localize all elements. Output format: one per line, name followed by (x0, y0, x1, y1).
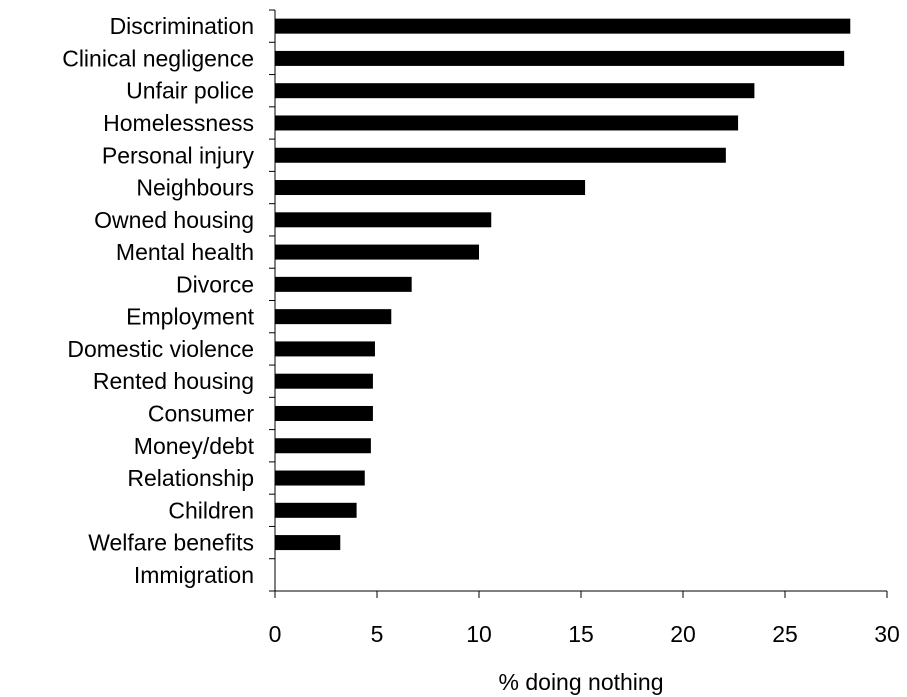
category-label: Children (168, 497, 254, 523)
x-tick-label: 25 (772, 621, 798, 647)
bar-16 (275, 535, 341, 551)
category-label: Discrimination (110, 13, 254, 39)
category-label: Consumer (148, 400, 254, 426)
bar-13 (275, 438, 371, 454)
x-tick-label: 15 (568, 621, 594, 647)
category-label: Rented housing (93, 368, 254, 394)
bar-3 (275, 115, 739, 131)
bar-6 (275, 212, 492, 228)
category-label: Domestic violence (67, 336, 254, 362)
x-axis-ticks (274, 591, 888, 598)
x-axis-title: % doing nothing (499, 669, 664, 695)
category-label: Money/debt (134, 433, 255, 459)
bar-9 (275, 309, 392, 325)
bar-15 (275, 502, 357, 518)
category-label: Divorce (176, 271, 254, 297)
category-label: Homelessness (103, 110, 254, 136)
x-tick-label: 5 (371, 621, 384, 647)
category-label: Clinical negligence (62, 45, 254, 71)
bars-group (275, 18, 851, 551)
category-label: Employment (126, 304, 254, 330)
bar-8 (275, 276, 412, 292)
bar-10 (275, 341, 375, 357)
bar-0 (275, 18, 851, 34)
x-tick-label: 10 (466, 621, 492, 647)
bar-14 (275, 470, 365, 486)
bar-7 (275, 244, 479, 260)
category-label: Neighbours (136, 175, 254, 201)
category-label: Unfair police (126, 78, 254, 104)
bar-4 (275, 147, 726, 163)
bar-5 (275, 180, 586, 196)
category-label: Immigration (134, 562, 254, 588)
x-tick-label: 20 (670, 621, 696, 647)
category-label: Mental health (116, 239, 254, 265)
bar-12 (275, 405, 373, 421)
category-label: Owned housing (94, 207, 254, 233)
y-axis-ticks (269, 9, 275, 592)
bar-2 (275, 83, 755, 99)
x-axis-tick-labels: 0 5 10 15 20 25 30 (269, 621, 900, 647)
category-label: Relationship (127, 465, 254, 491)
x-tick-label: 30 (874, 621, 900, 647)
bar-11 (275, 373, 373, 389)
bar-1 (275, 50, 845, 66)
category-label: Welfare benefits (88, 530, 254, 556)
category-label: Personal injury (102, 142, 255, 168)
category-labels: Discrimination Clinical negligence Unfair … (62, 13, 254, 588)
x-tick-label: 0 (269, 621, 282, 647)
